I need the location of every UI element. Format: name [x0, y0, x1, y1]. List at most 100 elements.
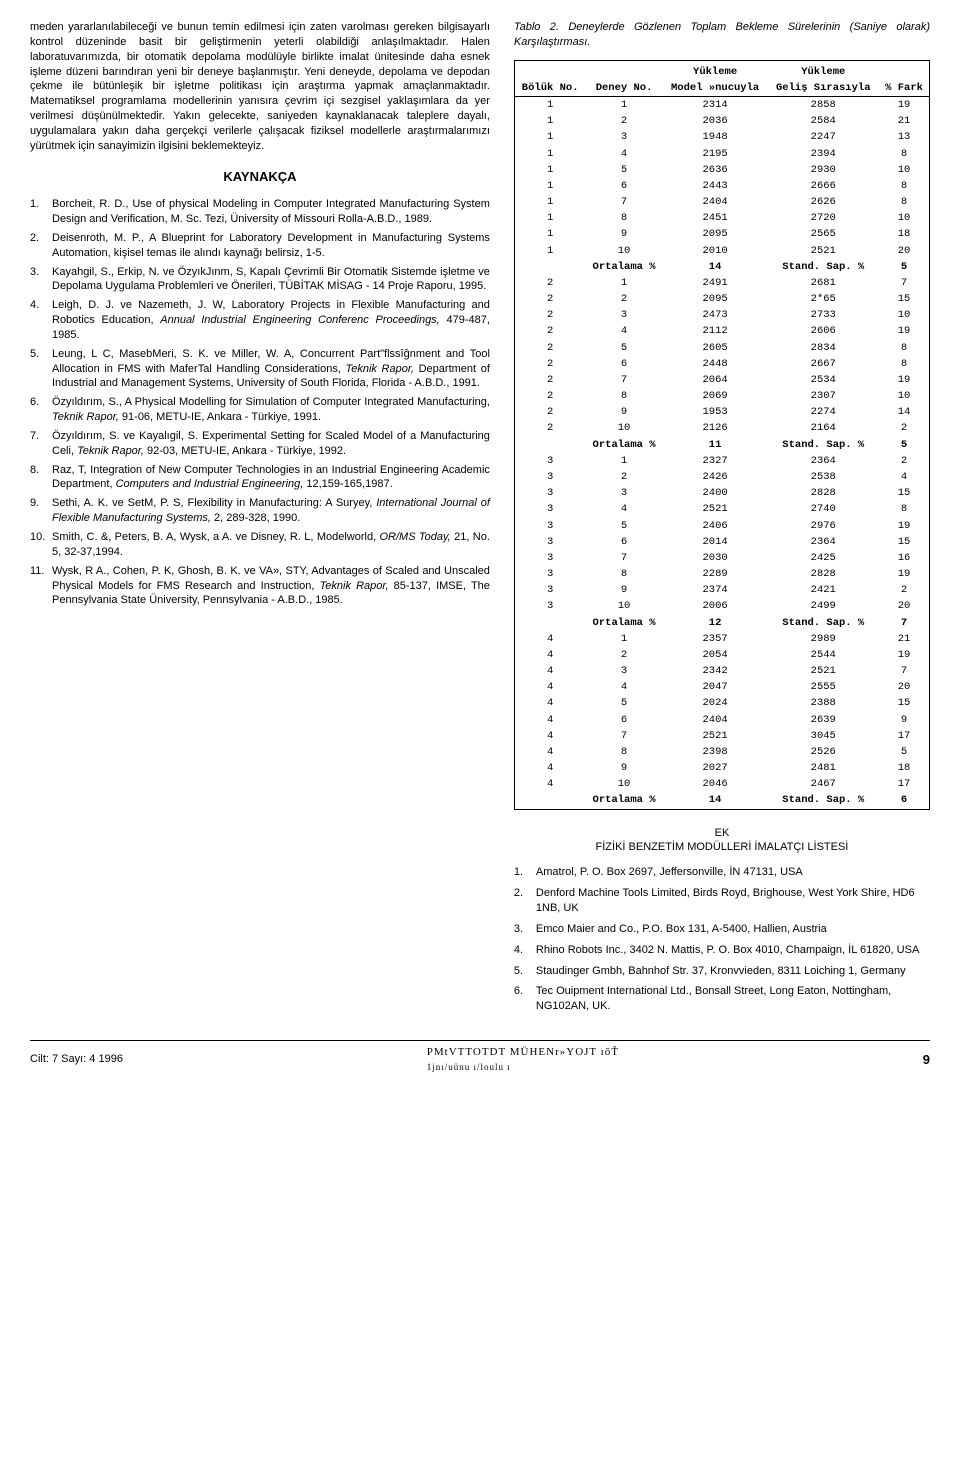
- table-cell: 1: [585, 275, 662, 291]
- table-header-cell: Deney No.: [585, 80, 662, 97]
- table-cell: 15: [879, 485, 929, 501]
- table-cell: 4: [514, 647, 585, 663]
- table-row: 352406297619: [514, 518, 929, 534]
- table-cell: 4: [585, 146, 662, 162]
- table-row: 210212621642: [514, 420, 929, 436]
- table-row: 182451272010: [514, 210, 929, 226]
- table-row: 17240426268: [514, 194, 929, 210]
- table-header-cell: [879, 60, 929, 80]
- table-cell: 2195: [663, 146, 768, 162]
- table-row: 412357298921: [514, 631, 929, 647]
- table-header-cell: Yükleme: [767, 60, 879, 80]
- table-cell: Stand. Sap. %: [767, 792, 879, 809]
- table-cell: 2006: [663, 598, 768, 614]
- reference-text: Özyıldırım, S., A Physical Modelling for…: [52, 395, 490, 425]
- table-cell: 2: [514, 388, 585, 404]
- table-cell: 2: [585, 469, 662, 485]
- table-cell: 2555: [767, 679, 879, 695]
- appendix-number: 4.: [514, 943, 536, 958]
- table-cell: 14: [663, 259, 768, 275]
- table-row: 362014236415: [514, 534, 929, 550]
- reference-number: 11.: [30, 564, 52, 609]
- table-cell: 2*65: [767, 291, 879, 307]
- appendix-item: 5.Staudinger Gmbh, Bahnhof Str. 37, Kron…: [514, 964, 930, 979]
- reference-text: Kayahgil, S., Erkip, N. ve ÖzyıkJınm, S,…: [52, 265, 490, 295]
- table-row: 26244826678: [514, 356, 929, 372]
- table-cell: 8: [585, 388, 662, 404]
- appendix-item: 2.Denford Machine Tools Limited, Birds R…: [514, 886, 930, 916]
- table-cell: 1: [585, 97, 662, 114]
- data-table: YüklemeYüklemeBölük No.Deney No.Model »n…: [514, 60, 930, 810]
- table-cell: 7: [879, 275, 929, 291]
- table-row: 272064253419: [514, 372, 929, 388]
- appendix-list: 1.Amatrol, P. O. Box 2697, Jeffersonvill…: [514, 865, 930, 1014]
- table-cell: 3: [514, 469, 585, 485]
- table-cell: 19: [879, 323, 929, 339]
- table-cell: 2054: [663, 647, 768, 663]
- table-cell: 8: [585, 744, 662, 760]
- table-cell: 2521: [663, 501, 768, 517]
- table-cell: 3: [514, 598, 585, 614]
- table-cell: 7: [585, 550, 662, 566]
- table-row: 2220952*6515: [514, 291, 929, 307]
- table-row: 25260528348: [514, 340, 929, 356]
- table-cell: 10: [585, 598, 662, 614]
- appendix-heading: EK FİZİKİ BENZETİM MODÜLLERİ İMALATÇI Lİ…: [514, 826, 930, 856]
- references-list: 1.Borcheit, R. D., Use of physical Model…: [30, 197, 490, 608]
- table-cell: 2606: [767, 323, 879, 339]
- table-cell: 3: [514, 485, 585, 501]
- table-row: 242112260619: [514, 323, 929, 339]
- reference-number: 8.: [30, 463, 52, 493]
- table-cell: 2521: [767, 663, 879, 679]
- table-cell: 2: [585, 647, 662, 663]
- table-cell: 2733: [767, 307, 879, 323]
- table-cell: 1: [585, 631, 662, 647]
- table-cell: 2989: [767, 631, 879, 647]
- reference-item: 6.Özyıldırım, S., A Physical Modelling f…: [30, 395, 490, 425]
- references-title: KAYNAKÇA: [30, 168, 490, 186]
- table-header-cell: [585, 60, 662, 80]
- table-cell: 2467: [767, 776, 879, 792]
- right-column: Tablo 2. Deneylerde Gözlenen Toplam Bekl…: [514, 20, 930, 1020]
- table-cell: 2014: [663, 534, 768, 550]
- table-cell: 19: [879, 518, 929, 534]
- reference-item: 8.Raz, T, Integration of New Computer Te…: [30, 463, 490, 493]
- table-cell: 20: [879, 679, 929, 695]
- table-row: 452024238815: [514, 695, 929, 711]
- table-cell: 2491: [663, 275, 768, 291]
- table-cell: [514, 259, 585, 275]
- table-body: 1123142858191220362584211319482247131421…: [514, 97, 929, 810]
- table-header-cell: [514, 60, 585, 80]
- reference-item: 1.Borcheit, R. D., Use of physical Model…: [30, 197, 490, 227]
- table-cell: 4: [514, 776, 585, 792]
- table-cell: 2: [514, 420, 585, 436]
- table-cell: 4: [879, 469, 929, 485]
- table-cell: 2095: [663, 291, 768, 307]
- reference-number: 3.: [30, 265, 52, 295]
- page-number: 9: [923, 1051, 930, 1069]
- table-cell: 9: [879, 712, 929, 728]
- appendix-item: 1.Amatrol, P. O. Box 2697, Jeffersonvill…: [514, 865, 930, 880]
- table-cell: 2526: [767, 744, 879, 760]
- table-cell: 2314: [663, 97, 768, 114]
- table-cell: 10: [879, 162, 929, 178]
- table-cell: 2521: [767, 243, 879, 259]
- table-cell: 2451: [663, 210, 768, 226]
- table-cell: 1: [514, 194, 585, 210]
- table-cell: 1: [514, 210, 585, 226]
- table-cell: 3: [585, 129, 662, 145]
- appendix-text: Denford Machine Tools Limited, Birds Roy…: [536, 886, 930, 916]
- table-cell: 2030: [663, 550, 768, 566]
- table-cell: 10: [879, 307, 929, 323]
- table-cell: 1: [514, 243, 585, 259]
- appendix-text: Staudinger Gmbh, Bahnhof Str. 37, Kronvv…: [536, 964, 930, 979]
- table-row: 3102006249920: [514, 598, 929, 614]
- table-cell: 2364: [767, 534, 879, 550]
- table-row: 442047255520: [514, 679, 929, 695]
- reference-number: 5.: [30, 347, 52, 392]
- table-cell: 2666: [767, 178, 879, 194]
- table-cell: 3045: [767, 728, 879, 744]
- reference-number: 2.: [30, 231, 52, 261]
- table-cell: Ortalama %: [585, 615, 662, 631]
- table-cell: 2398: [663, 744, 768, 760]
